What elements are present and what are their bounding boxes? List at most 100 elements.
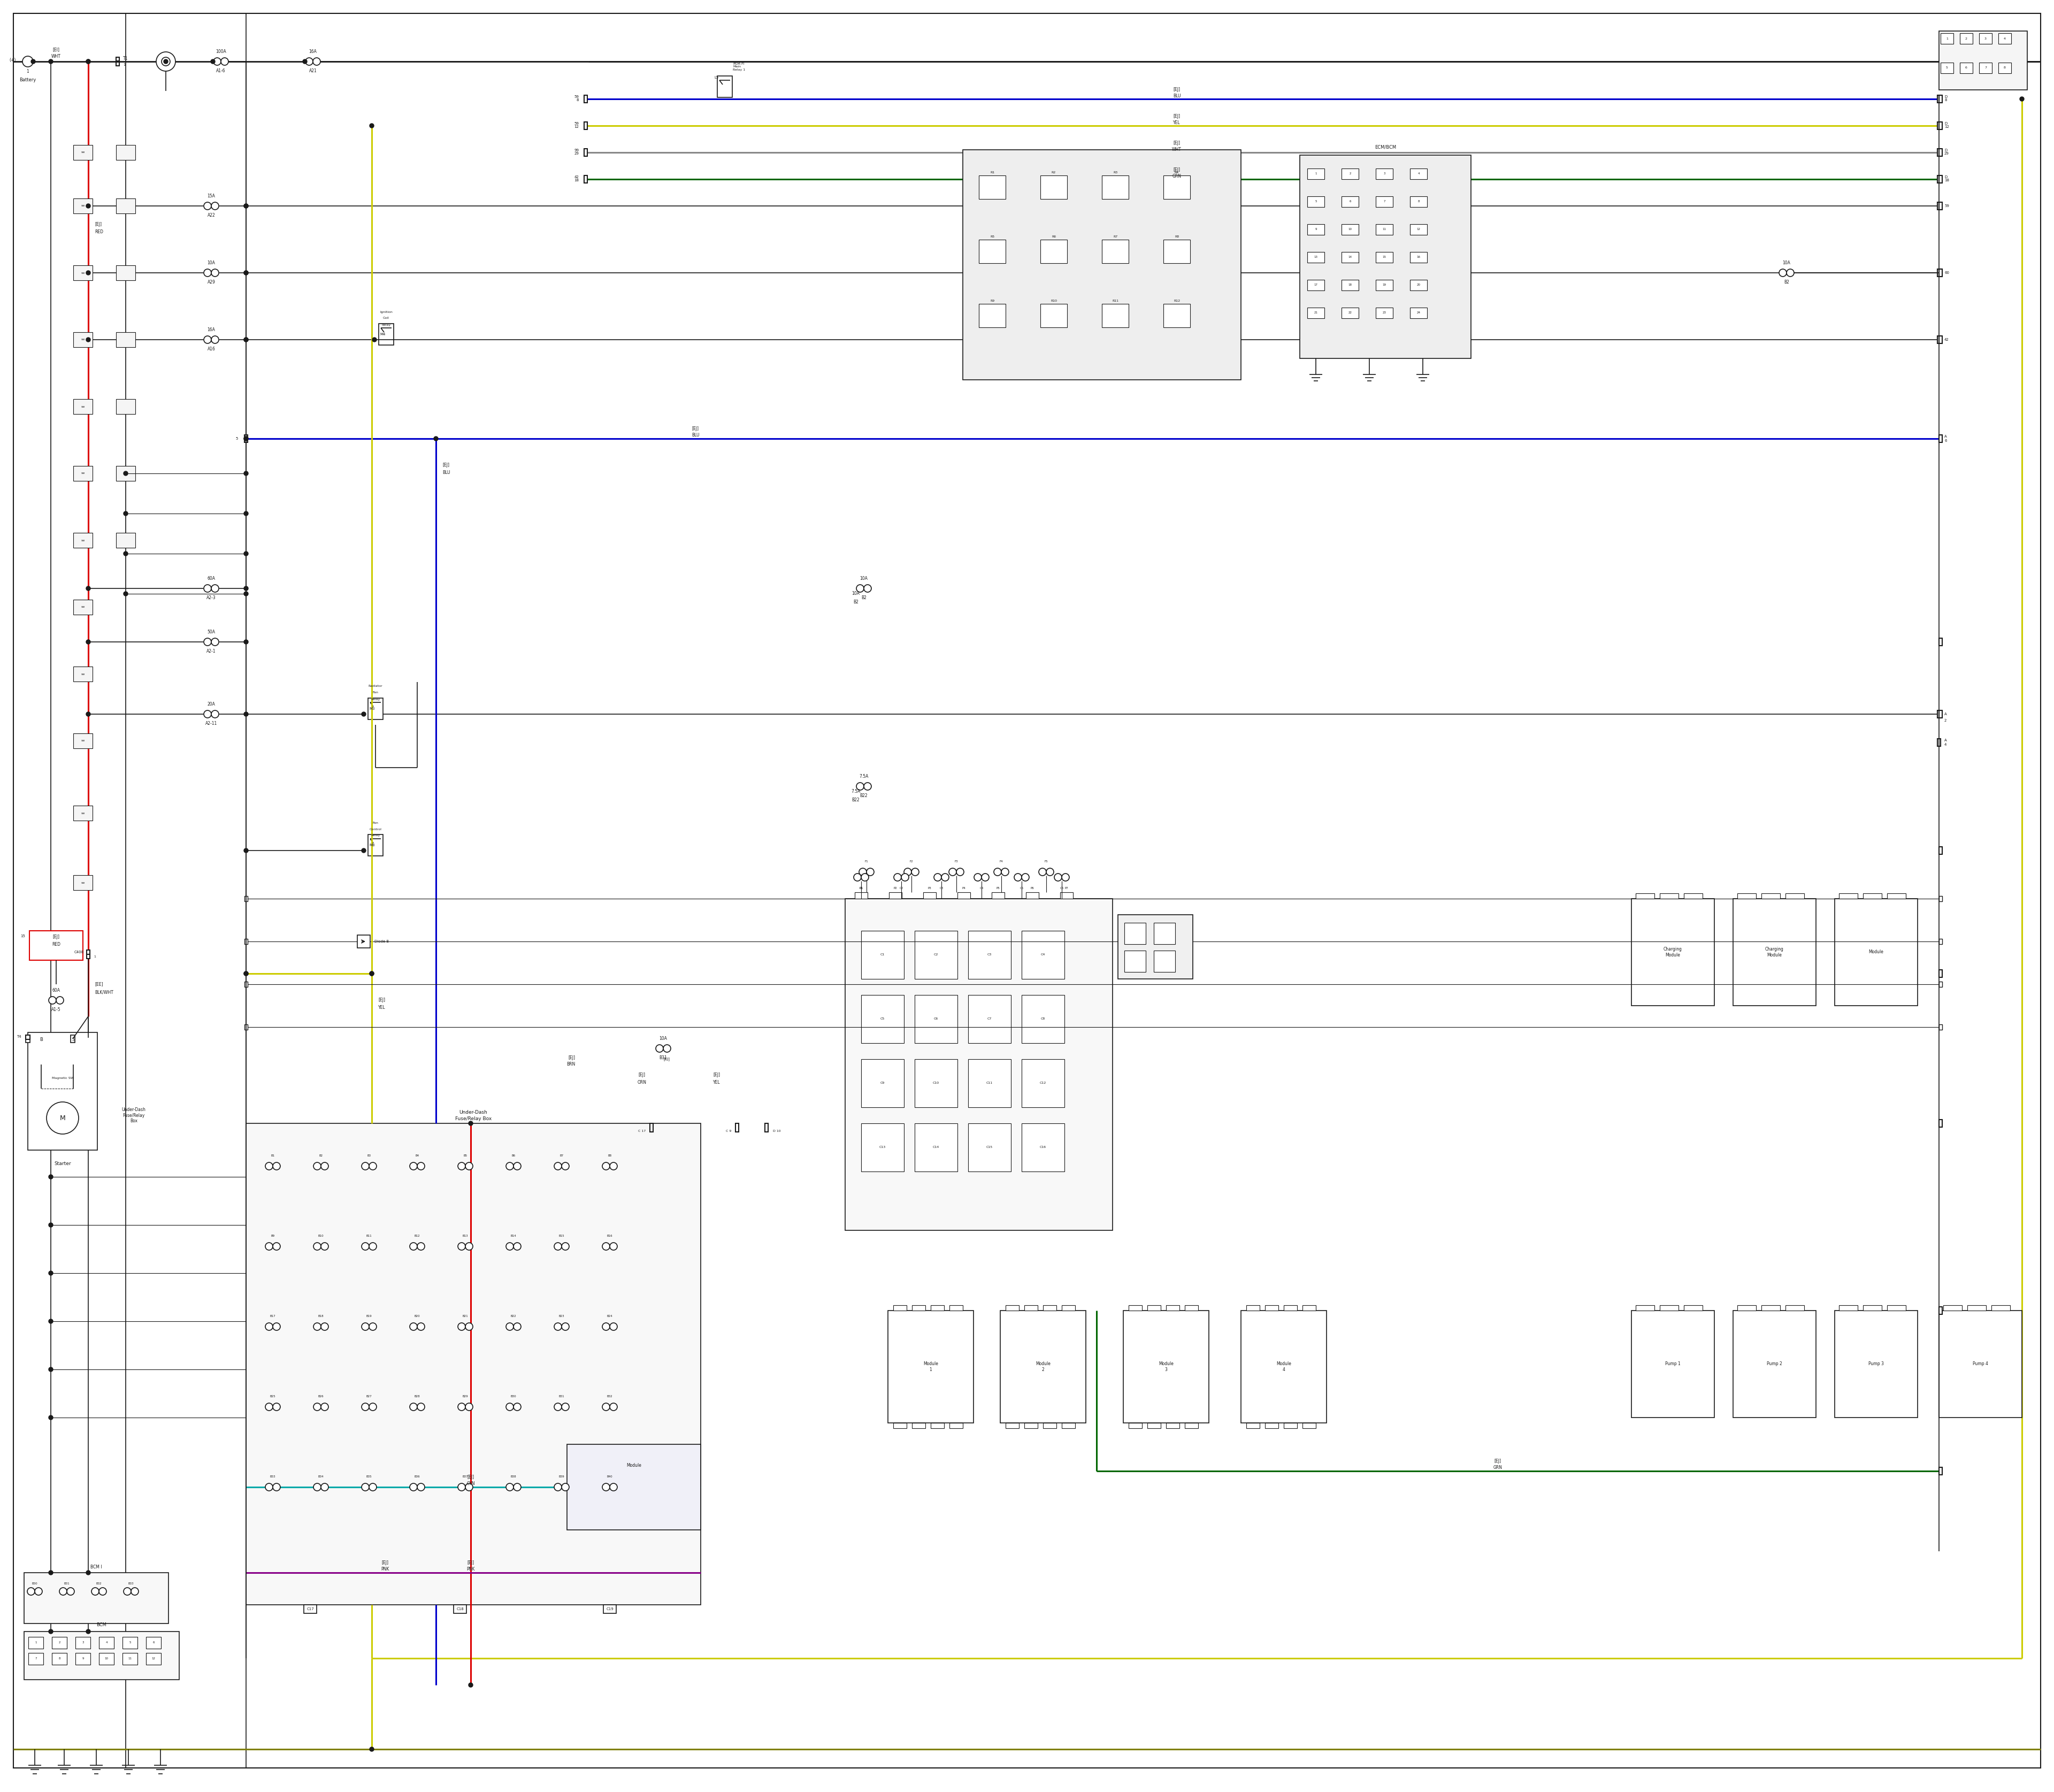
Bar bbox=[117, 532, 136, 548]
Text: B7: B7 bbox=[561, 1154, 563, 1158]
Circle shape bbox=[320, 1242, 329, 1251]
Text: C7: C7 bbox=[988, 1018, 992, 1020]
Text: [EJ]: [EJ] bbox=[713, 1073, 721, 1077]
Circle shape bbox=[409, 1484, 417, 1491]
Bar bbox=[1241, 1310, 1327, 1423]
Text: B6: B6 bbox=[511, 1154, 516, 1158]
Text: sw: sw bbox=[80, 672, 84, 676]
Bar bbox=[244, 435, 249, 443]
Bar bbox=[1154, 923, 1175, 944]
Circle shape bbox=[314, 1403, 320, 1410]
Circle shape bbox=[244, 204, 249, 208]
Circle shape bbox=[86, 1570, 90, 1575]
Text: R5: R5 bbox=[990, 235, 994, 238]
Text: P1: P1 bbox=[859, 887, 863, 889]
Bar bbox=[957, 892, 969, 898]
Circle shape bbox=[893, 873, 902, 882]
Bar bbox=[967, 1124, 1011, 1172]
Bar bbox=[1376, 253, 1393, 263]
Bar bbox=[117, 466, 136, 480]
Text: B22: B22 bbox=[852, 797, 861, 803]
Bar bbox=[1939, 638, 1943, 645]
Text: C 17: C 17 bbox=[639, 1131, 645, 1133]
Text: sw: sw bbox=[80, 740, 84, 742]
Text: [EJ]: [EJ] bbox=[442, 462, 450, 468]
Bar bbox=[1306, 280, 1325, 290]
Text: B24: B24 bbox=[606, 1315, 612, 1317]
Text: C19: C19 bbox=[606, 1607, 614, 1611]
Bar bbox=[1738, 1305, 1756, 1310]
Bar bbox=[1041, 240, 1068, 263]
Text: B36: B36 bbox=[415, 1475, 421, 1478]
Bar bbox=[1025, 1423, 1037, 1428]
Bar bbox=[1302, 1305, 1317, 1310]
Text: Relay: Relay bbox=[382, 323, 390, 326]
Text: 16A: 16A bbox=[207, 328, 216, 332]
Bar bbox=[1937, 738, 1941, 745]
Text: 59: 59 bbox=[1945, 204, 1949, 208]
Bar bbox=[1980, 34, 1992, 43]
Bar bbox=[1631, 1310, 1715, 1417]
Circle shape bbox=[314, 1242, 320, 1251]
Circle shape bbox=[859, 867, 867, 876]
Circle shape bbox=[314, 1322, 320, 1330]
Text: B40: B40 bbox=[606, 1475, 612, 1478]
Bar bbox=[1306, 168, 1325, 179]
Bar bbox=[1838, 1305, 1857, 1310]
Text: [EJ]: [EJ] bbox=[378, 998, 386, 1004]
Circle shape bbox=[49, 1319, 53, 1324]
Circle shape bbox=[123, 511, 127, 516]
Circle shape bbox=[865, 584, 871, 591]
Bar bbox=[368, 835, 382, 857]
Circle shape bbox=[49, 1367, 53, 1371]
Text: A21: A21 bbox=[308, 68, 316, 73]
Bar bbox=[1021, 995, 1064, 1043]
Bar bbox=[1167, 1423, 1179, 1428]
Text: 13: 13 bbox=[1315, 256, 1319, 258]
Text: C6: C6 bbox=[1060, 887, 1064, 889]
Text: sw: sw bbox=[80, 405, 84, 409]
Circle shape bbox=[212, 710, 220, 719]
Circle shape bbox=[912, 867, 918, 876]
Text: Under-Dash
Fuse/Relay
Box: Under-Dash Fuse/Relay Box bbox=[121, 1107, 146, 1124]
Bar bbox=[583, 176, 587, 183]
Text: B31: B31 bbox=[64, 1582, 70, 1584]
Text: 1: 1 bbox=[1945, 38, 1947, 39]
Text: Module
3: Module 3 bbox=[1158, 1362, 1173, 1373]
Text: S: S bbox=[72, 1038, 74, 1043]
Bar bbox=[930, 1423, 945, 1428]
Circle shape bbox=[854, 873, 861, 882]
Circle shape bbox=[561, 1242, 569, 1251]
Circle shape bbox=[203, 710, 212, 719]
Circle shape bbox=[867, 867, 875, 876]
Bar bbox=[1939, 1306, 1943, 1314]
Bar bbox=[861, 1059, 904, 1107]
Text: sw: sw bbox=[80, 151, 84, 154]
Bar bbox=[1148, 1305, 1161, 1310]
Circle shape bbox=[370, 1322, 376, 1330]
Text: A29: A29 bbox=[207, 280, 216, 285]
Bar bbox=[117, 265, 136, 280]
Text: F3: F3 bbox=[955, 860, 957, 862]
Circle shape bbox=[86, 1629, 90, 1634]
Text: P2: P2 bbox=[893, 887, 898, 889]
Bar bbox=[1043, 1305, 1056, 1310]
Text: 8: 8 bbox=[1945, 99, 1947, 102]
Circle shape bbox=[409, 1242, 417, 1251]
Circle shape bbox=[417, 1322, 425, 1330]
Text: 42: 42 bbox=[573, 176, 579, 179]
Text: B39: B39 bbox=[559, 1475, 565, 1478]
Bar bbox=[1101, 240, 1128, 263]
Bar bbox=[454, 1606, 466, 1613]
Circle shape bbox=[1002, 867, 1009, 876]
Text: B26: B26 bbox=[318, 1394, 325, 1398]
Bar bbox=[1785, 894, 1803, 898]
Bar bbox=[1992, 1305, 2011, 1310]
Text: BLK/WHT: BLK/WHT bbox=[94, 989, 113, 995]
Text: 20A: 20A bbox=[207, 702, 216, 706]
Circle shape bbox=[514, 1484, 522, 1491]
Circle shape bbox=[212, 269, 220, 276]
Bar bbox=[1939, 1120, 1943, 1127]
Text: B2: B2 bbox=[1785, 280, 1789, 285]
Circle shape bbox=[370, 1747, 374, 1751]
